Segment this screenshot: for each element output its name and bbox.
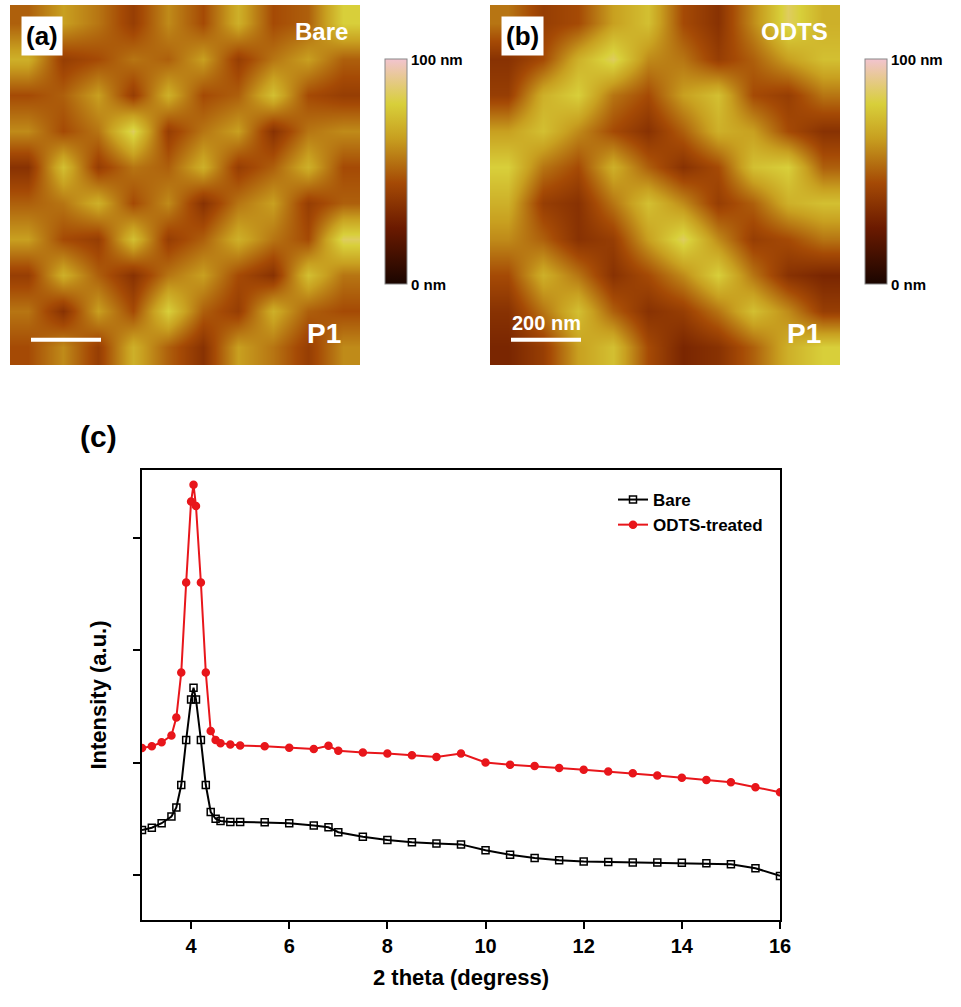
svg-text:0 nm: 0 nm <box>411 276 446 293</box>
svg-text:200 nm: 200 nm <box>512 312 581 334</box>
svg-text:0 nm: 0 nm <box>891 276 926 293</box>
svg-text:P1: P1 <box>787 318 821 349</box>
svg-text:Bare: Bare <box>653 491 691 510</box>
svg-text:4: 4 <box>186 935 198 957</box>
svg-text:10: 10 <box>474 935 496 957</box>
svg-text:6: 6 <box>284 935 295 957</box>
svg-text:P1: P1 <box>307 318 341 349</box>
svg-text:Bare: Bare <box>295 18 348 45</box>
svg-text:100 nm: 100 nm <box>891 51 943 68</box>
svg-text:Intensity (a.u.): Intensity (a.u.) <box>86 620 111 769</box>
svg-text:(a): (a) <box>26 21 58 51</box>
svg-text:16: 16 <box>769 935 791 957</box>
svg-text:8: 8 <box>382 935 393 957</box>
svg-text:14: 14 <box>671 935 694 957</box>
svg-text:ODTS: ODTS <box>761 18 828 45</box>
svg-text:ODTS-treated: ODTS-treated <box>653 516 763 535</box>
svg-text:100 nm: 100 nm <box>411 51 463 68</box>
svg-text:12: 12 <box>573 935 595 957</box>
svg-text:(c): (c) <box>80 420 117 453</box>
svg-text:2 theta (degress): 2 theta (degress) <box>373 965 549 990</box>
svg-text:(b): (b) <box>506 21 539 51</box>
